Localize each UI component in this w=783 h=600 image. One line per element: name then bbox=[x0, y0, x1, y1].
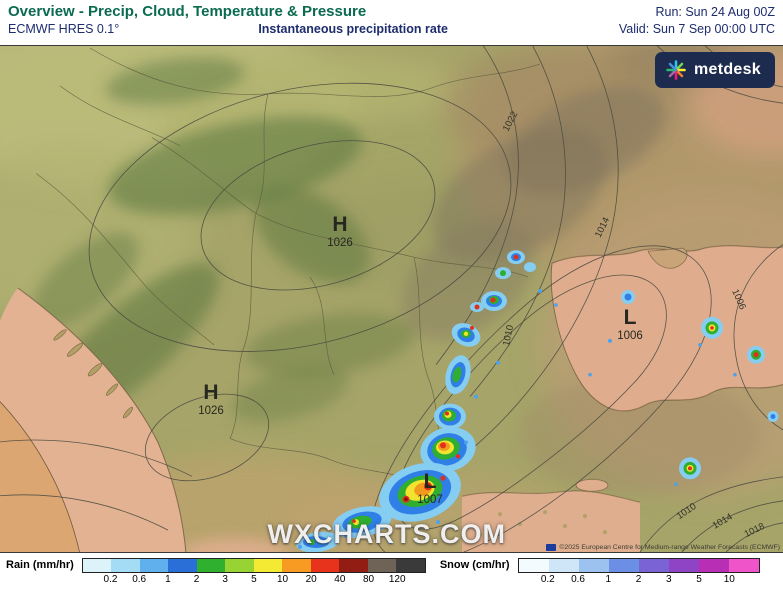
pressure-value: 1026 bbox=[198, 405, 224, 417]
legend-tick: 120 bbox=[388, 574, 406, 585]
pressure-value: 1007 bbox=[417, 494, 443, 506]
aegean-sea bbox=[462, 490, 640, 552]
legend-color-segment bbox=[608, 559, 639, 572]
black-sea bbox=[551, 245, 783, 411]
legend-color-segment bbox=[668, 559, 699, 572]
page-title: Overview - Precip, Cloud, Temperature & … bbox=[8, 3, 367, 20]
legend-color-segment bbox=[253, 559, 283, 572]
legend-tick: 10 bbox=[276, 574, 289, 585]
parameter-subtitle: Instantaneous precipitation rate bbox=[258, 22, 448, 36]
metdesk-logo-text: metdesk bbox=[693, 61, 761, 78]
rain-colorbar-ticks: 0.2 0.6 1 2 3 5 10 20 40 80 120 bbox=[82, 573, 426, 588]
metdesk-logo: metdesk bbox=[654, 52, 775, 88]
pressure-center-high-1: H 1026 bbox=[316, 214, 364, 250]
legend-tick: 40 bbox=[334, 574, 346, 585]
legend-color-segment bbox=[225, 559, 254, 572]
legend-tick: 2 bbox=[193, 574, 200, 585]
pressure-center-low-1: L 1006 bbox=[606, 307, 654, 343]
legend-color-segment bbox=[168, 559, 197, 572]
pressure-letter: L bbox=[423, 470, 437, 493]
legend-tick: 1 bbox=[165, 574, 171, 585]
isobar-lines bbox=[0, 46, 783, 552]
legend-color-segment bbox=[367, 559, 397, 572]
legend-tick: 1 bbox=[605, 574, 612, 585]
precipitation-band bbox=[296, 250, 779, 552]
legend-tick: 10 bbox=[723, 574, 735, 585]
legend-tick: 3 bbox=[222, 574, 228, 585]
valid-time-label: Valid: Sun 7 Sep 00:00 UTC bbox=[618, 22, 775, 36]
legend-color-segment bbox=[548, 559, 579, 572]
pressure-letter: H bbox=[332, 213, 348, 236]
legend-color-segment bbox=[196, 559, 226, 572]
sea-of-marmara bbox=[575, 478, 609, 492]
legend-color-segment bbox=[339, 559, 368, 572]
aegean-islands bbox=[478, 510, 607, 537]
legend-color-segment bbox=[111, 559, 140, 572]
model-label: ECMWF HRES 0.1° bbox=[8, 22, 120, 36]
map-area: 1022 1014 1010 1006 1010 1014 1018 H 102… bbox=[0, 45, 783, 553]
crimea-peninsula bbox=[647, 247, 688, 269]
sea-areas bbox=[0, 245, 783, 552]
legend-tick: 80 bbox=[362, 574, 375, 585]
copyright-text: ©2025 European Centre for Medium-range W… bbox=[559, 544, 780, 551]
pressure-value: 1006 bbox=[617, 330, 643, 342]
snow-scale-label: Snow (cm/hr) bbox=[439, 559, 510, 571]
pressure-letter: L bbox=[623, 306, 637, 329]
legend-tick: 0.2 bbox=[103, 574, 118, 585]
snow-scale: Snow (cm/hr) 0.2 0.6 1 2 3 5 10 bbox=[440, 558, 760, 588]
legend-color-segment bbox=[638, 559, 669, 572]
legend-color-segment bbox=[698, 559, 729, 572]
legend: Rain (mm/hr) 0.2 0.6 1 2 3 5 10 20 40 80 120 Snow … bbox=[0, 553, 783, 600]
snow-colorbar-ticks: 0.2 0.6 1 2 3 5 10 bbox=[518, 573, 760, 588]
pressure-center-high-2: H 1026 bbox=[187, 382, 235, 418]
snow-colorbar: 0.2 0.6 1 2 3 5 10 bbox=[517, 558, 760, 588]
eu-flag-icon bbox=[546, 544, 557, 551]
legend-color-segment bbox=[282, 559, 311, 572]
pressure-center-low-2: L 1007 bbox=[406, 471, 454, 507]
pressure-value: 1026 bbox=[327, 237, 353, 249]
metdesk-star-icon bbox=[666, 60, 686, 80]
rain-colorbar-segments bbox=[81, 558, 426, 573]
legend-color-segment bbox=[396, 559, 425, 572]
legend-color-segment bbox=[728, 559, 759, 572]
snow-colorbar-segments bbox=[517, 558, 760, 573]
run-time-label: Run: Sun 24 Aug 00Z bbox=[655, 5, 775, 19]
legend-color-segment bbox=[518, 559, 549, 572]
header-row-1: Overview - Precip, Cloud, Temperature & … bbox=[8, 3, 775, 20]
legend-tick: 0.2 bbox=[540, 574, 555, 585]
legend-tick: 2 bbox=[635, 574, 642, 585]
rain-scale-label: Rain (mm/hr) bbox=[6, 559, 74, 571]
rain-scale: Rain (mm/hr) 0.2 0.6 1 2 3 5 10 20 40 80 120 bbox=[6, 558, 426, 588]
legend-color-segment bbox=[578, 559, 609, 572]
weather-map bbox=[0, 46, 783, 552]
legend-tick: 3 bbox=[665, 574, 672, 585]
adriatic-islands bbox=[53, 329, 134, 419]
legend-tick: 0.6 bbox=[132, 574, 147, 585]
scattered-shower-dots bbox=[298, 289, 737, 550]
copyright-line: ©2025 European Centre for Medium-range W… bbox=[546, 544, 780, 551]
legend-tick: 0.6 bbox=[571, 574, 585, 585]
legend-color-segment bbox=[310, 559, 340, 572]
legend-tick: 5 bbox=[251, 574, 257, 585]
legend-color-segment bbox=[139, 559, 169, 572]
legend-color-segment bbox=[82, 559, 112, 572]
header-row-2: ECMWF HRES 0.1° Instantaneous precipitat… bbox=[8, 22, 775, 36]
legend-tick: 20 bbox=[305, 574, 317, 585]
legend-tick: 5 bbox=[696, 574, 702, 585]
rain-colorbar: 0.2 0.6 1 2 3 5 10 20 40 80 120 bbox=[81, 558, 426, 588]
wxcharts-watermark: WXCHARTS.COM bbox=[267, 519, 506, 549]
pressure-letter: H bbox=[203, 381, 219, 404]
italy-coast bbox=[0, 401, 80, 552]
header: Overview - Precip, Cloud, Temperature & … bbox=[0, 0, 783, 45]
